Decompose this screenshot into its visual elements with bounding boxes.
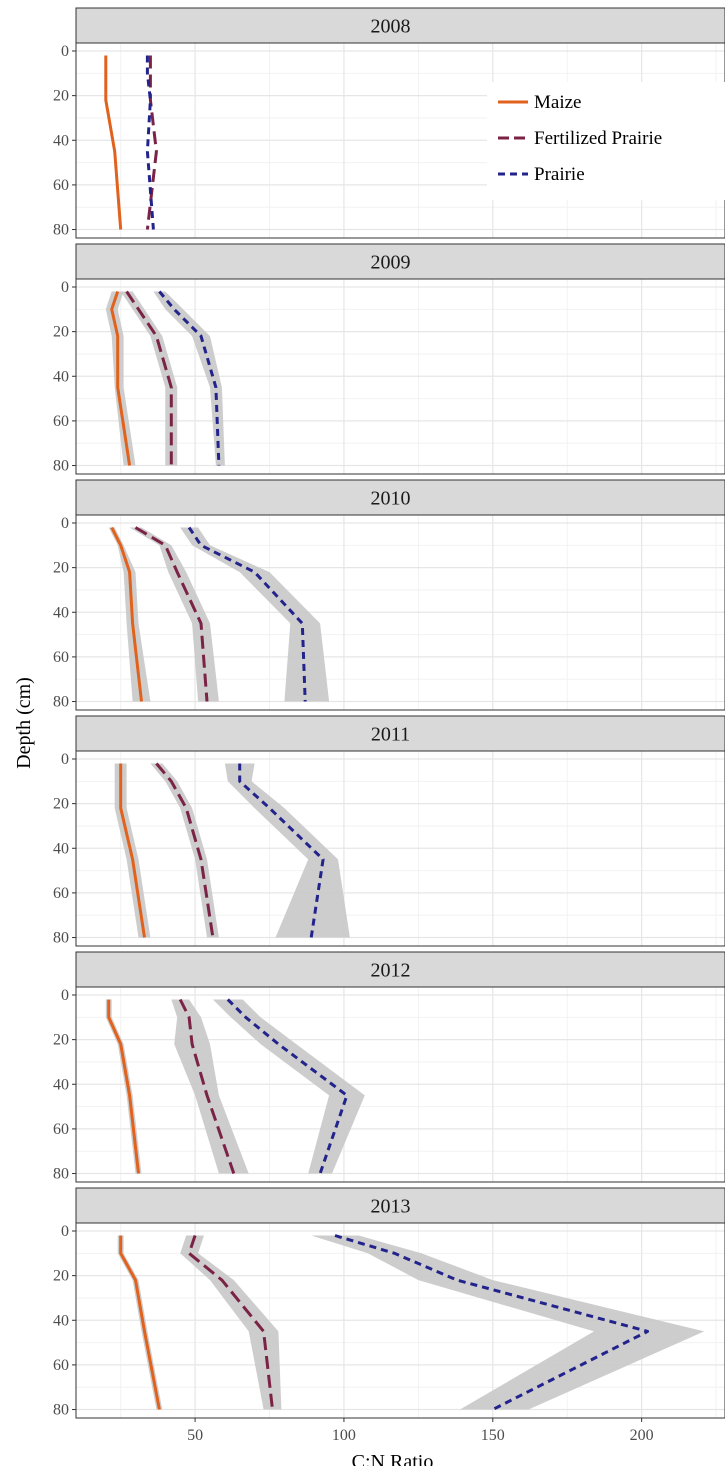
series-line-maize (119, 1235, 161, 1410)
legend-label: Prairie (534, 164, 585, 185)
x-tick-label: 150 (481, 1427, 505, 1444)
y-tick-label: 20 (53, 560, 69, 577)
y-tick-label: 80 (53, 694, 69, 711)
legend-label: Fertilized Prairie (534, 128, 662, 149)
series-line-maize (110, 291, 132, 466)
panel-2009: 2009 0 20 40 60 80 (53, 243, 725, 475)
panel-border (75, 514, 725, 711)
facet-strip-2013 (75, 1187, 725, 1224)
series-line-fertilized-prairie (145, 55, 158, 230)
y-axis-title: Depth (cm) (13, 677, 35, 769)
y-tick-label: 20 (53, 1032, 69, 1049)
facet-strip-label: 2009 (371, 252, 411, 274)
y-tick-label: 60 (53, 413, 69, 430)
panel-border (75, 42, 725, 239)
series-line-prairie (158, 290, 221, 466)
confidence-band-prairie (212, 999, 365, 1174)
confidence-band-prairie (180, 527, 330, 702)
panel-2010: 2010 0 20 40 60 80 (53, 479, 725, 711)
y-tick-label: 40 (53, 1312, 69, 1329)
y-tick-label: 40 (53, 368, 69, 385)
y-tick-label: 0 (61, 515, 69, 532)
confidence-band-fertilized-prairie (180, 1235, 282, 1410)
confidence-band-fertilized-prairie (129, 527, 219, 702)
confidence-band-fertilized-prairie (150, 763, 219, 938)
series-line-prairie (334, 1234, 650, 1411)
facet-panels: 2008020406080200902040608020100204060802… (53, 7, 725, 1419)
y-tick-label: 40 (53, 1076, 69, 1093)
facet-strip-2008 (75, 7, 725, 44)
y-tick-label: 60 (53, 1121, 69, 1138)
y-tick-label: 0 (61, 987, 69, 1004)
y-tick-label: 80 (53, 458, 69, 475)
y-tick-label: 40 (53, 604, 69, 621)
facet-strip-2012 (75, 951, 725, 988)
panel-border (75, 1222, 725, 1419)
series-line-fertilized-prairie (125, 290, 173, 466)
y-tick-label: 60 (53, 1357, 69, 1374)
panel-border (75, 750, 725, 947)
y-tick-label: 20 (53, 324, 69, 341)
y-tick-label: 0 (61, 279, 69, 296)
series-line-maize (110, 526, 143, 702)
facet-strip-label: 2011 (371, 724, 410, 746)
x-axis-title: C:N Ratio (352, 1451, 434, 1466)
series-line-maize (104, 55, 123, 230)
panel-border (75, 278, 725, 475)
x-tick-label: 100 (332, 1427, 356, 1444)
y-tick-label: 60 (53, 177, 69, 194)
facet-strip-2010 (75, 479, 725, 516)
confidence-band-maize (114, 763, 151, 938)
legend-label: Maize (534, 92, 581, 113)
confidence-band-maize (108, 527, 151, 702)
facet-strip-2011 (75, 715, 725, 752)
confidence-band-maize (105, 291, 136, 466)
y-tick-label: 0 (61, 43, 69, 60)
y-tick-label: 60 (53, 649, 69, 666)
series-line-fertilized-prairie (134, 526, 209, 702)
y-tick-label: 20 (53, 796, 69, 813)
confidence-band-prairie (153, 291, 225, 466)
x-tick-label: 50 (187, 1427, 203, 1444)
panel-2012: 2012 0 20 40 60 80 (53, 951, 725, 1183)
y-tick-label: 20 (53, 1268, 69, 1285)
panel-2011: 2011 0 20 40 60 80 (53, 715, 725, 947)
series-line-prairie (145, 55, 155, 230)
facet-strip-label: 2008 (371, 16, 411, 38)
panel-2008: 2008 0 20 40 60 80 (53, 7, 725, 239)
series-line-fertilized-prairie (178, 998, 236, 1174)
confidence-band-prairie (224, 763, 350, 938)
series-line-prairie (238, 763, 325, 938)
series-line-fertilized-prairie (187, 1235, 274, 1410)
series-line-maize (119, 763, 146, 938)
facet-strip-label: 2013 (371, 1196, 411, 1218)
y-tick-label: 20 (53, 88, 69, 105)
y-tick-label: 80 (53, 930, 69, 947)
x-axis: 50 100 150 200 (187, 1418, 654, 1444)
y-tick-label: 0 (61, 1223, 69, 1240)
series-line-maize (107, 999, 140, 1174)
panel-2013: 2013 0 20 40 60 80 (53, 1187, 725, 1419)
series-line-prairie (226, 998, 349, 1174)
y-tick-label: 40 (53, 840, 69, 857)
confidence-band-prairie (311, 1235, 705, 1410)
series-line-fertilized-prairie (155, 762, 215, 938)
y-tick-label: 60 (53, 885, 69, 902)
panel-border (75, 986, 725, 1183)
facet-strip-label: 2012 (371, 960, 411, 982)
y-tick-label: 80 (53, 222, 69, 239)
series-line-prairie (187, 526, 307, 702)
y-tick-label: 40 (53, 132, 69, 149)
x-tick-label: 200 (630, 1427, 654, 1444)
y-tick-label: 0 (61, 751, 69, 768)
y-tick-label: 80 (53, 1402, 69, 1419)
facet-strip-label: 2010 (371, 488, 411, 510)
y-tick-label: 80 (53, 1166, 69, 1183)
legend: Maize Fertilized Prairie Prairie (487, 82, 725, 200)
